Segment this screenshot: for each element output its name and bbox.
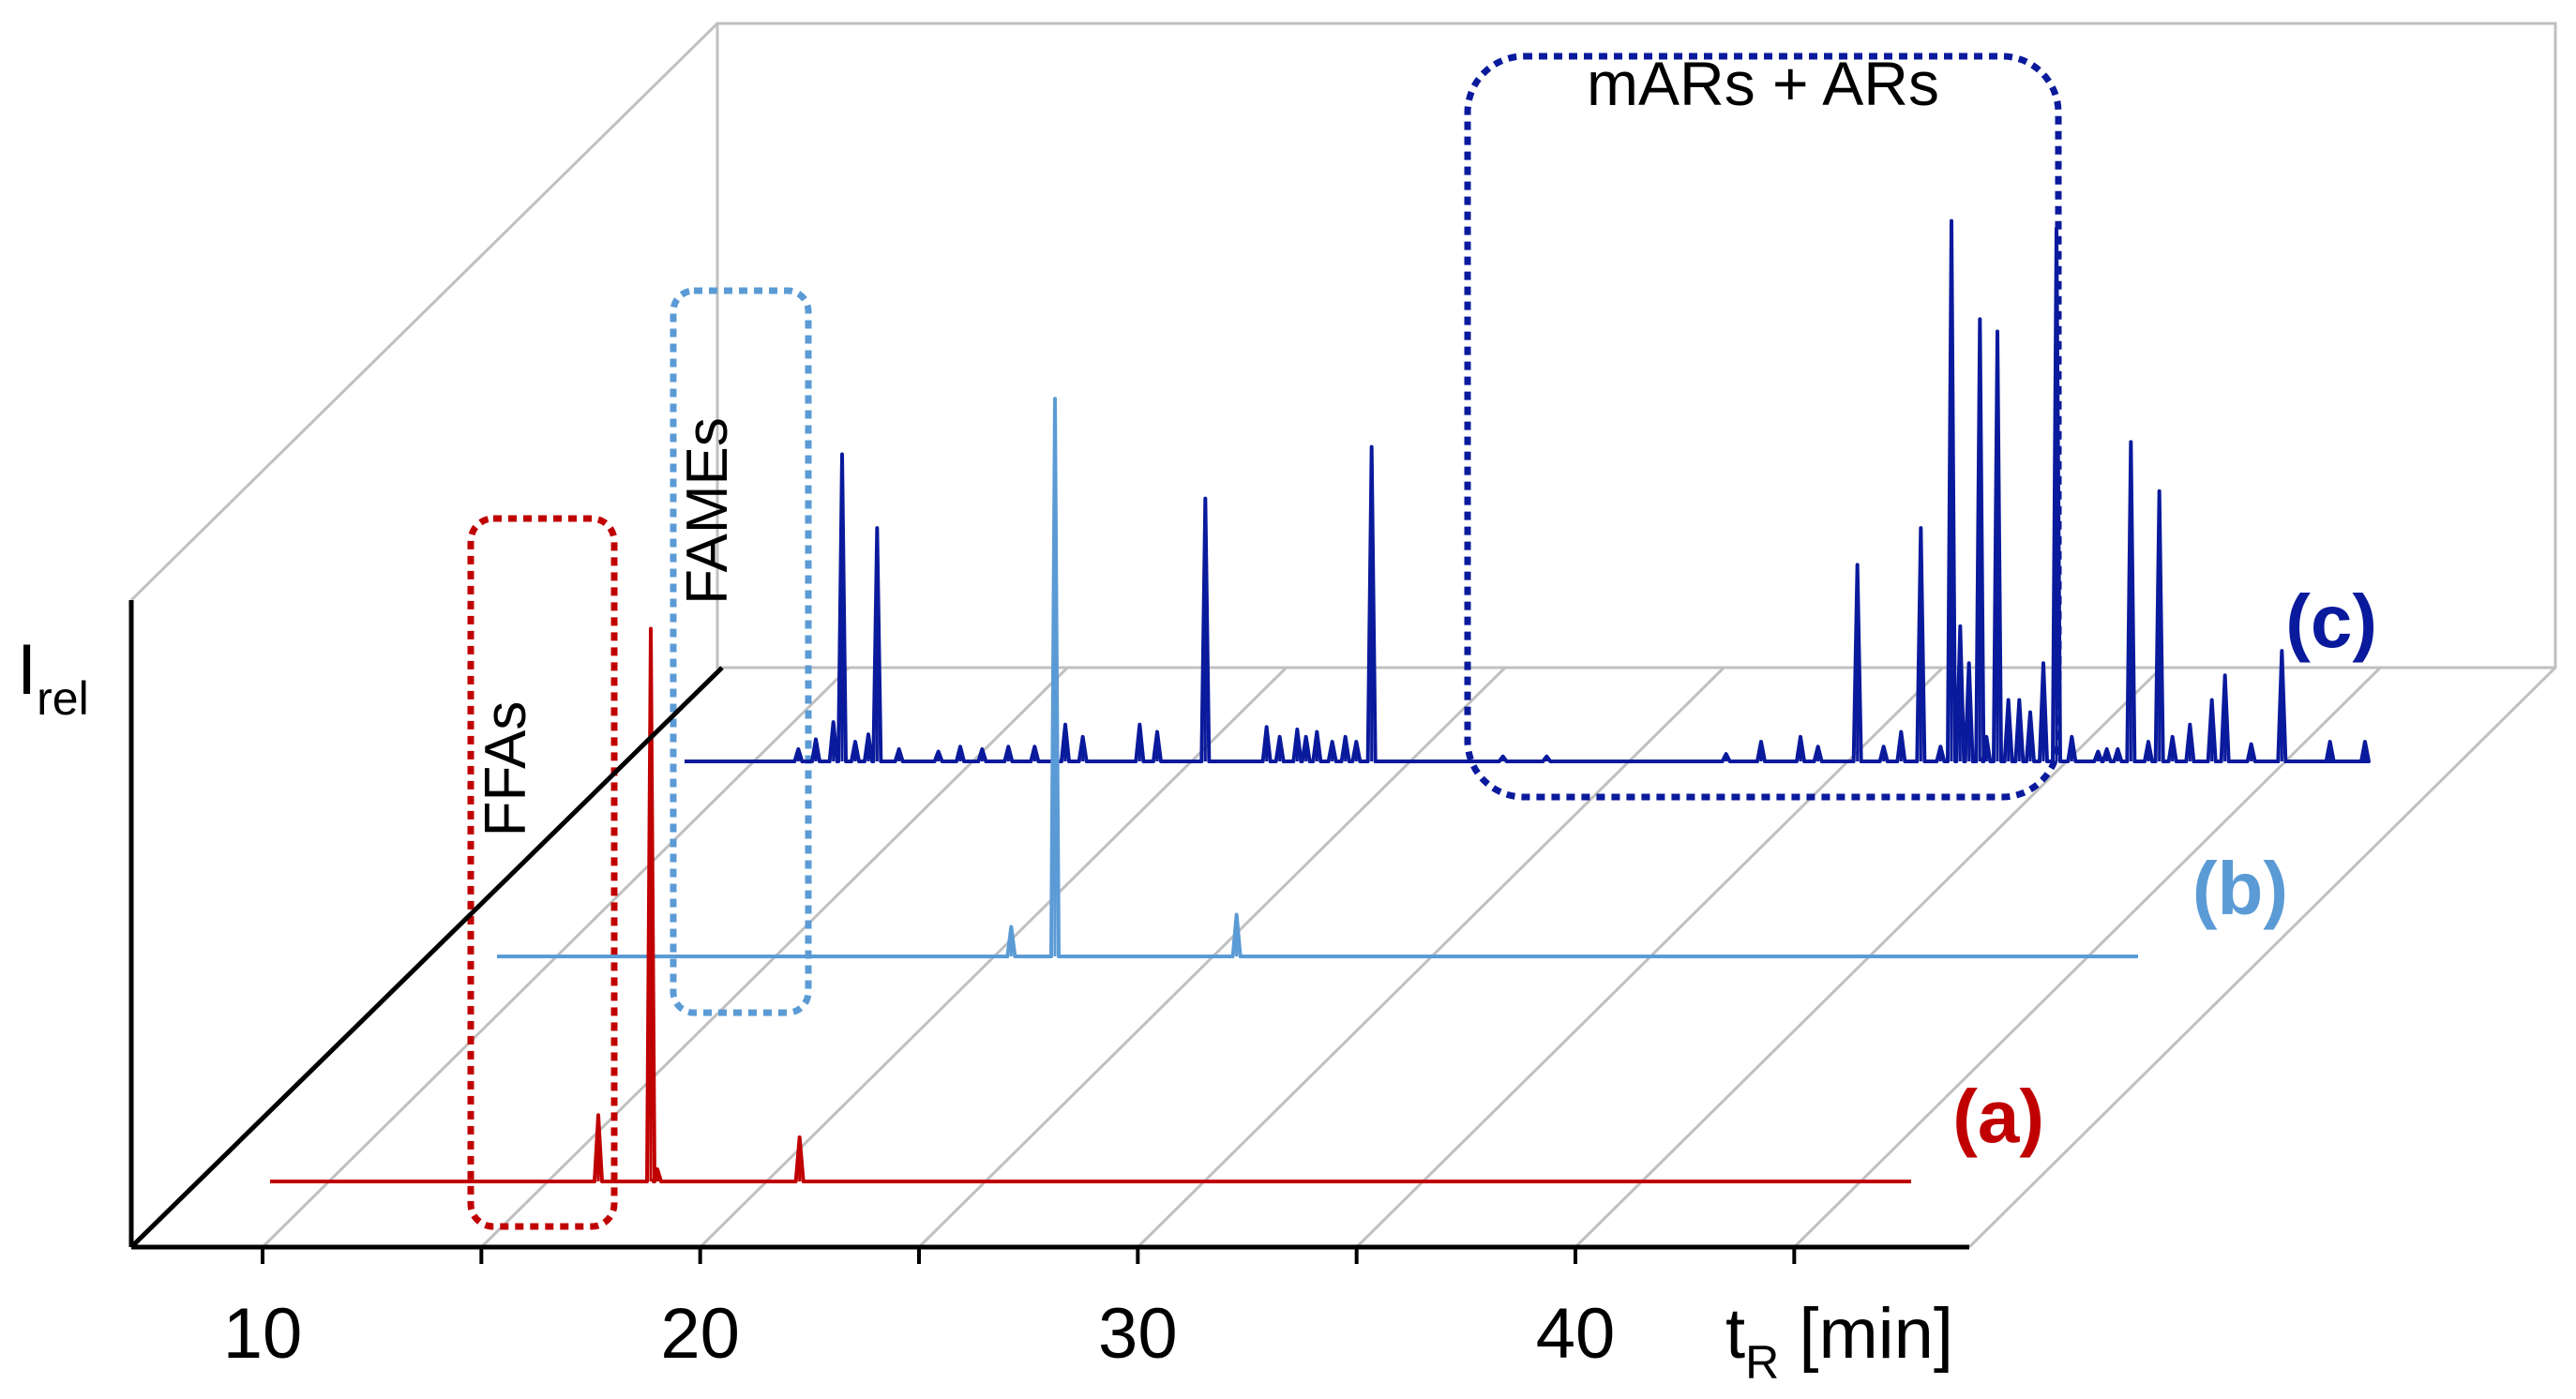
series-c-label: (c) [2285, 579, 2377, 663]
x-axis-title: tR [min] [1725, 1294, 1953, 1389]
x-tick-label: 40 [1536, 1294, 1616, 1374]
x-tick-label: 20 [660, 1294, 740, 1374]
fames-region-box [670, 287, 812, 1016]
series-a-label: (a) [1952, 1075, 2044, 1158]
ffas-label: FFAs [474, 701, 538, 837]
ffas-region-box [467, 515, 618, 1230]
x-tick-label: 30 [1098, 1294, 1178, 1374]
y-axis-title: Irel [17, 630, 89, 725]
x-tick-label: 10 [223, 1294, 303, 1374]
left-wall-top-edge [129, 22, 719, 602]
mars-region-box [1464, 53, 2062, 801]
fames-label: FAMEs [675, 417, 740, 605]
floor-right-edge [1967, 666, 2557, 1249]
mars-label: mARs + ARs [1587, 49, 1939, 118]
series-b-label: (b) [2192, 847, 2288, 930]
depth-axis-line [129, 666, 724, 1249]
